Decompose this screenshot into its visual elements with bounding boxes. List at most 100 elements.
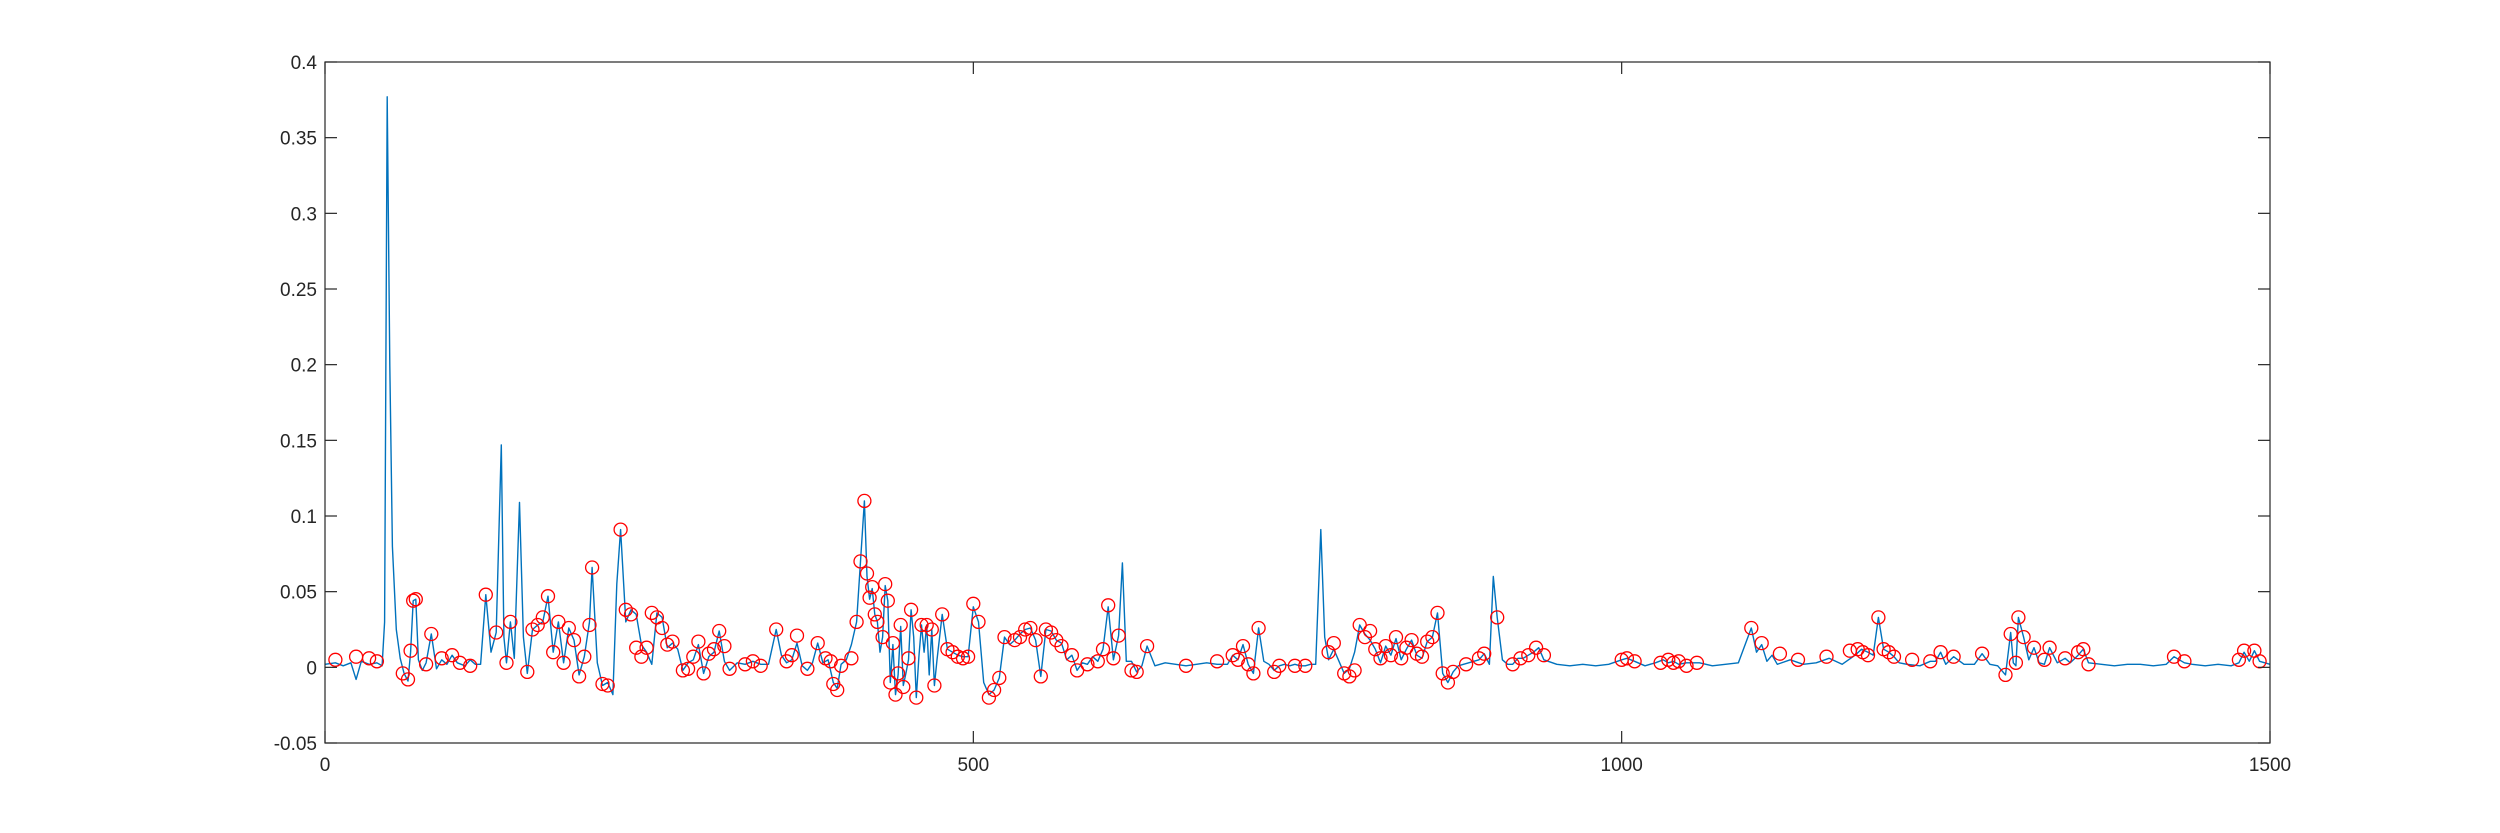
peak-marker — [577, 649, 592, 664]
peak-marker — [1923, 654, 1938, 669]
peak-marker — [525, 622, 540, 637]
axes-box — [324, 61, 2271, 744]
peak-marker — [520, 664, 535, 680]
peak-marker — [2026, 640, 2042, 655]
peak-marker — [1477, 646, 1492, 661]
peak-marker — [1974, 646, 1990, 661]
peak-marker — [1321, 645, 1336, 660]
peak-marker — [1378, 638, 1393, 654]
peak-marker — [1129, 664, 1144, 680]
peak-marker — [1033, 669, 1048, 684]
y-tick-label: 0.35 — [280, 129, 317, 150]
peak-marker — [844, 651, 859, 666]
peak-marker — [1998, 667, 2013, 683]
peak-marker — [769, 622, 784, 637]
peak-marker — [960, 649, 976, 664]
peak-marker — [2081, 657, 2096, 672]
peak-marker — [1388, 629, 1404, 645]
peak-marker — [870, 614, 885, 630]
peak-marker — [530, 617, 545, 633]
peak-marker — [499, 655, 514, 670]
peak-marker — [706, 642, 722, 657]
y-tick-label: 0.05 — [280, 583, 317, 604]
peak-marker — [1023, 620, 1038, 636]
peak-marker — [919, 617, 934, 633]
peak-marker — [629, 640, 644, 655]
peak-marker — [571, 669, 587, 684]
peak-marker — [540, 589, 556, 604]
peak-marker — [561, 620, 576, 636]
peak-marker — [745, 654, 761, 669]
peak-marker — [883, 675, 898, 690]
peak-marker — [1090, 654, 1105, 669]
peak-marker — [1064, 648, 1080, 663]
y-tick-label: 0.1 — [291, 507, 317, 528]
peak-marker — [997, 629, 1012, 645]
peak-marker — [680, 661, 696, 676]
peak-marker — [971, 614, 986, 630]
y-tick-label: 0.25 — [280, 280, 317, 301]
peak-marker — [1272, 658, 1287, 673]
peak-marker — [753, 658, 768, 673]
peak-marker — [452, 655, 468, 670]
peak-marker — [665, 634, 680, 649]
peak-marker — [867, 607, 882, 622]
peak-marker — [722, 661, 737, 676]
peak-marker — [1414, 649, 1430, 664]
peak-marker — [1018, 622, 1033, 637]
peak-marker — [880, 593, 895, 608]
peak-marker — [1679, 658, 1694, 673]
peak-marker — [1298, 658, 1313, 673]
peak-marker — [853, 554, 868, 569]
peak-marker — [901, 651, 916, 666]
peak-marker — [551, 614, 566, 630]
peak-marker — [1012, 629, 1028, 645]
peak-marker — [600, 678, 615, 693]
peak-marker — [927, 678, 942, 693]
peak-marker — [789, 628, 805, 643]
peak-marker — [701, 646, 716, 661]
peak-marker — [463, 658, 478, 673]
peak-marker — [893, 617, 908, 633]
peak-marker — [903, 602, 919, 617]
peak-marker — [924, 622, 939, 637]
peak-marker — [566, 632, 582, 648]
peak-marker — [2008, 655, 2024, 670]
peak-marker — [1246, 666, 1261, 681]
peak-marker — [1080, 657, 1095, 672]
peak-marker — [896, 679, 911, 695]
x-tick-label: 500 — [957, 755, 989, 776]
peak-marker — [859, 566, 875, 581]
peak-marker — [1513, 651, 1528, 666]
peak-marker — [1095, 642, 1111, 657]
peak-marker — [1933, 645, 1948, 660]
peak-marker — [1326, 635, 1341, 651]
peak-marker — [833, 658, 849, 673]
peak-marker — [1790, 652, 1806, 667]
peak-marker — [865, 579, 880, 595]
peak-marker — [1054, 638, 1069, 654]
peak-marker — [1404, 632, 1419, 648]
peak-marker — [1241, 657, 1256, 672]
peak-marker — [1666, 655, 1681, 670]
peak-marker — [2177, 654, 2192, 669]
peak-marker — [862, 590, 877, 605]
peak-marker — [1904, 652, 1920, 667]
peak-marker — [849, 614, 864, 630]
peak-marker — [582, 617, 597, 633]
peak-marker — [1347, 663, 1362, 678]
markers-layer — [328, 493, 2267, 705]
peak-marker — [1871, 610, 1886, 625]
peak-marker — [1536, 648, 1552, 663]
peak-marker — [639, 640, 654, 655]
peak-marker — [691, 634, 706, 649]
peak-marker — [2037, 652, 2052, 667]
peak-marker — [369, 654, 385, 669]
peak-marker — [800, 661, 815, 676]
y-tick-label: 0.3 — [291, 204, 317, 225]
peak-marker — [696, 666, 711, 681]
peak-marker — [1744, 620, 1759, 636]
y-tick-label: 0 — [306, 658, 317, 679]
peak-marker — [2057, 651, 2073, 666]
